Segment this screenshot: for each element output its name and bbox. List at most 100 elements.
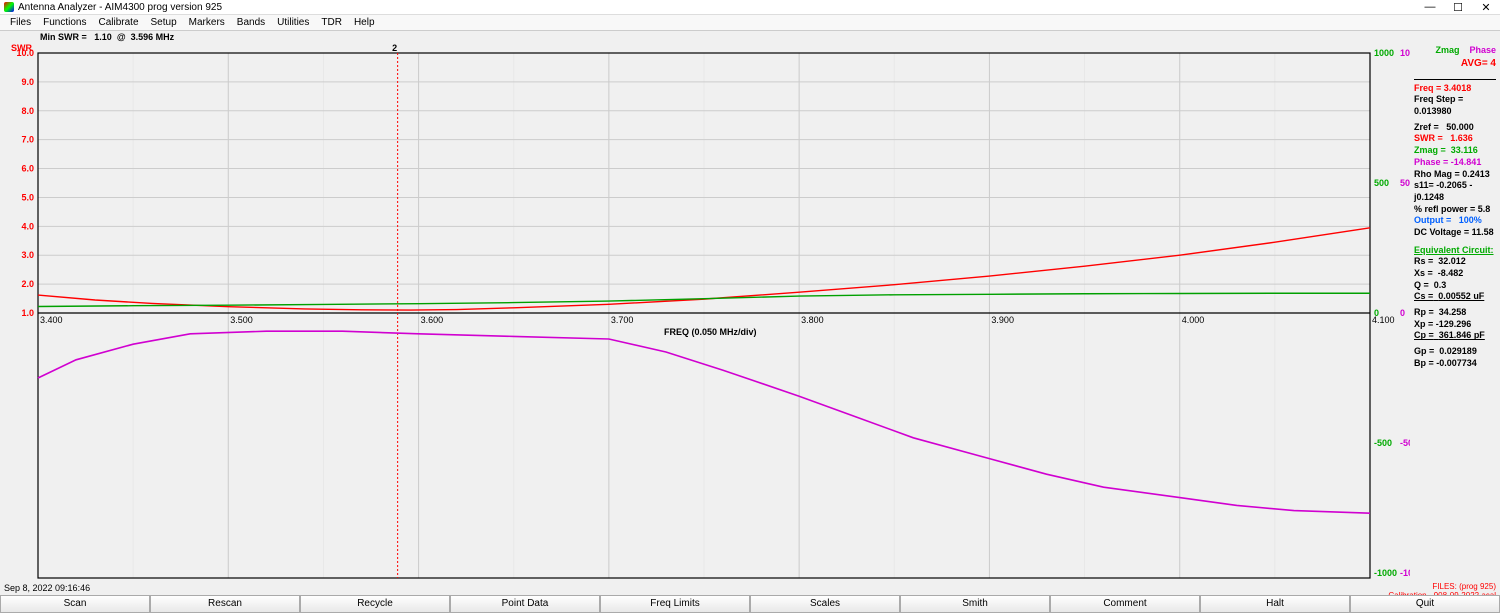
svg-text:3.600: 3.600	[421, 315, 444, 325]
menu-tdr[interactable]: TDR	[315, 17, 348, 28]
xs-value: -8.482	[1438, 268, 1464, 278]
window-title: Antenna Analyzer - AIM4300 prog version …	[18, 2, 1420, 13]
xp-label: Xp =	[1414, 319, 1433, 329]
svg-text:3.700: 3.700	[611, 315, 634, 325]
svg-text:50: 50	[1400, 178, 1410, 188]
freqstep-label: Freq Step =	[1414, 94, 1463, 104]
files-label: FILES: (prog 925)	[1432, 582, 1496, 591]
zmag-label: Zmag =	[1414, 145, 1446, 155]
svg-text:500: 500	[1374, 178, 1389, 188]
s11-label: s11=	[1414, 180, 1434, 190]
maximize-button[interactable]: ☐	[1448, 1, 1468, 14]
rescan-button[interactable]: Rescan	[150, 595, 300, 613]
pointdata-button[interactable]: Point Data	[450, 595, 600, 613]
min-swr-at: @	[117, 32, 126, 42]
svg-text:0: 0	[1400, 308, 1405, 318]
cp-value: 361.846 pF	[1439, 330, 1485, 340]
scales-button[interactable]: Scales	[750, 595, 900, 613]
svg-text:-100: -100	[1400, 568, 1410, 578]
svg-text:100: 100	[1400, 48, 1410, 58]
rho-label: Rho Mag =	[1414, 169, 1460, 179]
menu-calibrate[interactable]: Calibrate	[92, 17, 144, 28]
menu-markers[interactable]: Markers	[183, 17, 231, 28]
svg-text:3.900: 3.900	[991, 315, 1014, 325]
svg-text:10.0: 10.0	[16, 48, 34, 58]
zmag-value: 33.116	[1451, 145, 1478, 155]
phase-label: Phase =	[1414, 157, 1448, 167]
menu-bands[interactable]: Bands	[231, 17, 271, 28]
rs-value: 32.012	[1438, 256, 1466, 266]
minimize-button[interactable]: —	[1420, 1, 1440, 14]
titlebar: Antenna Analyzer - AIM4300 prog version …	[0, 0, 1500, 15]
svg-text:FREQ (0.050 MHz/div): FREQ (0.050 MHz/div)	[664, 327, 757, 337]
rp-value: 34.258	[1439, 307, 1467, 317]
svg-text:-50: -50	[1400, 438, 1410, 448]
menubar: Files Functions Calibrate Setup Markers …	[0, 15, 1500, 31]
q-value: 0.3	[1434, 280, 1447, 290]
freq-label: Freq =	[1414, 83, 1441, 93]
menu-utilities[interactable]: Utilities	[271, 17, 315, 28]
svg-text:2.0: 2.0	[21, 279, 34, 289]
svg-text:6.0: 6.0	[21, 164, 34, 174]
app-icon	[4, 2, 14, 12]
chart-area[interactable]: SWR1.02.03.04.05.06.07.08.09.010.03.4003…	[0, 43, 1410, 583]
min-swr-freq: 3.596 MHz	[131, 32, 175, 42]
comment-button[interactable]: Comment	[1050, 595, 1200, 613]
timestamp: Sep 8, 2022 09:16:46	[4, 583, 90, 595]
zmag-axis-label: Zmag	[1435, 45, 1459, 57]
menu-help[interactable]: Help	[348, 17, 381, 28]
data-panel: Zmag Phase AVG= 4 Freq = 3.4018 Freq Ste…	[1410, 43, 1500, 583]
smith-button[interactable]: Smith	[900, 595, 1050, 613]
menu-functions[interactable]: Functions	[37, 17, 92, 28]
cp-label: Cp =	[1414, 330, 1434, 340]
quit-button[interactable]: Quit	[1350, 595, 1500, 613]
svg-text:3.0: 3.0	[21, 250, 34, 260]
scan-button[interactable]: Scan	[0, 595, 150, 613]
avg-label: AVG= 4	[1461, 58, 1496, 69]
eq-circuit-label: Equivalent Circuit:	[1414, 245, 1494, 255]
bp-label: Bp =	[1414, 358, 1434, 368]
svg-text:0: 0	[1374, 308, 1379, 318]
svg-text:4.000: 4.000	[1182, 315, 1205, 325]
phase-axis-label: Phase	[1469, 45, 1496, 57]
svg-text:3.800: 3.800	[801, 315, 824, 325]
q-label: Q =	[1414, 280, 1429, 290]
svg-text:-500: -500	[1374, 438, 1392, 448]
rho-value: 0.2413	[1462, 169, 1490, 179]
gp-label: Gp =	[1414, 346, 1434, 356]
phase-value: -14.841	[1451, 157, 1482, 167]
rp-label: Rp =	[1414, 307, 1434, 317]
output-label: Output =	[1414, 215, 1451, 225]
swr-value: 1.636	[1450, 133, 1473, 143]
recycle-button[interactable]: Recycle	[300, 595, 450, 613]
button-bar: Scan Rescan Recycle Point Data Freq Limi…	[0, 595, 1500, 613]
freq-value: 3.4018	[1444, 83, 1472, 93]
output-value: 100%	[1459, 215, 1482, 225]
svg-text:1000: 1000	[1374, 48, 1394, 58]
svg-text:5.0: 5.0	[21, 192, 34, 202]
svg-text:8.0: 8.0	[21, 106, 34, 116]
xp-value: -129.296	[1436, 319, 1472, 329]
menu-files[interactable]: Files	[4, 17, 37, 28]
zref-value: 50.000	[1446, 122, 1474, 132]
min-swr-info: Min SWR = 1.10 @ 3.596 MHz	[0, 31, 1500, 43]
min-swr-value: 1.10	[94, 32, 112, 42]
svg-text:-1000: -1000	[1374, 568, 1397, 578]
close-button[interactable]: ✕	[1476, 1, 1496, 14]
cs-label: Cs =	[1414, 291, 1433, 301]
menu-setup[interactable]: Setup	[145, 17, 183, 28]
dcv-value: 11.58	[1472, 227, 1494, 237]
xs-label: Xs =	[1414, 268, 1433, 278]
svg-text:3.400: 3.400	[40, 315, 63, 325]
svg-text:1.0: 1.0	[21, 308, 34, 318]
min-swr-label: Min SWR =	[40, 32, 87, 42]
halt-button[interactable]: Halt	[1200, 595, 1350, 613]
svg-text:3.500: 3.500	[230, 315, 253, 325]
refl-label: % refl power =	[1414, 204, 1475, 214]
rs-label: Rs =	[1414, 256, 1433, 266]
svg-text:9.0: 9.0	[21, 77, 34, 87]
refl-value: 5.8	[1478, 204, 1491, 214]
svg-text:7.0: 7.0	[21, 135, 34, 145]
svg-text:2: 2	[392, 43, 397, 53]
freqlimits-button[interactable]: Freq Limits	[600, 595, 750, 613]
